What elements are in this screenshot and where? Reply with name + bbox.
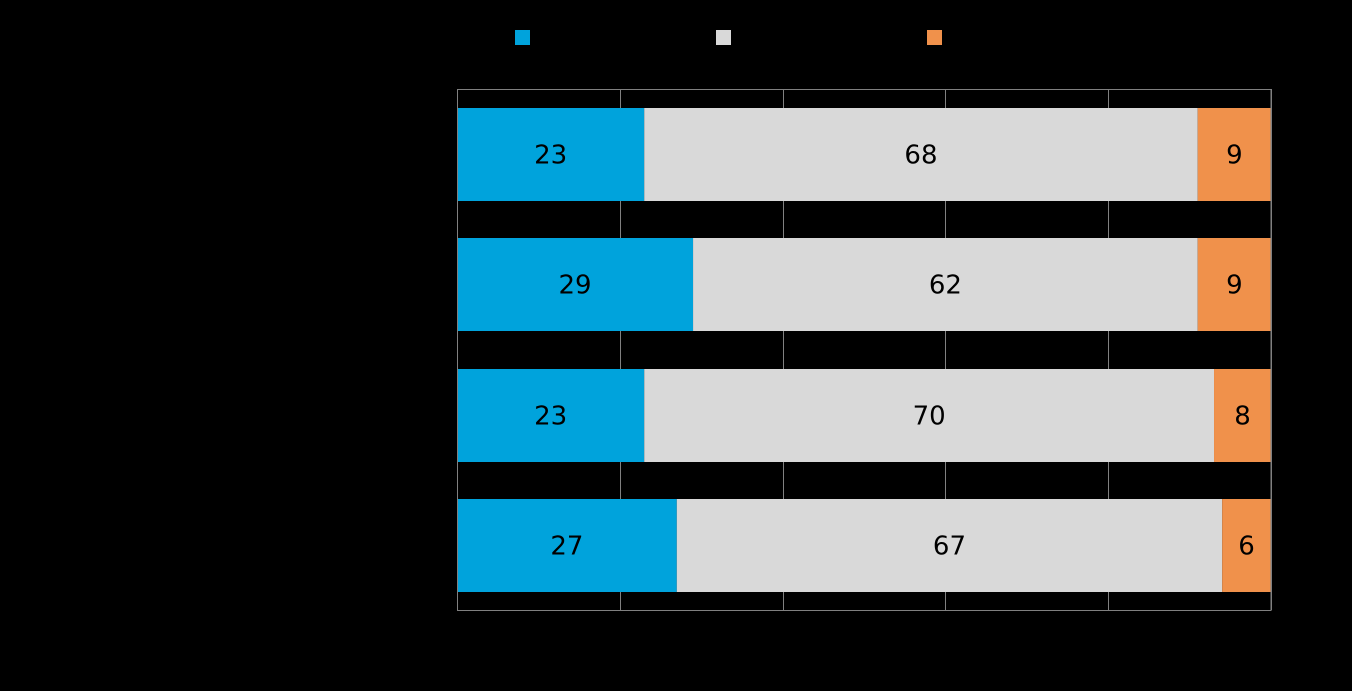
data-label-row4-series3: 6	[1238, 532, 1255, 562]
data-label-row2-series3: 9	[1226, 271, 1243, 301]
bar-row-2: 29 62 9	[457, 238, 1271, 331]
bar-segment-row2-series2	[693, 238, 1198, 331]
bar-segment-row1-series1	[457, 108, 645, 201]
data-label-row3-series3: 8	[1234, 402, 1251, 432]
bar-segment-row2-series3	[1197, 238, 1271, 331]
legend-item-3	[927, 30, 942, 45]
bar-row-1: 23 68 9	[457, 108, 1271, 201]
plot-frame	[457, 89, 1272, 611]
legend	[515, 30, 942, 45]
plot-border	[457, 89, 1272, 611]
bar-segment-row4-series1	[457, 499, 677, 592]
bar-segment-row3-series1	[457, 369, 645, 462]
data-label-row4-series1: 27	[550, 532, 583, 562]
bar-row-3: 23 70 8	[457, 369, 1271, 462]
bars: 23 68 9 29 62 9 23 70 8 27 67 6	[457, 108, 1271, 592]
data-label-row2-series2: 62	[929, 271, 962, 301]
legend-swatch-3	[927, 30, 942, 45]
data-label-row4-series2: 67	[933, 532, 966, 562]
bar-segment-row3-series2	[644, 369, 1215, 462]
data-label-row2-series1: 29	[558, 271, 591, 301]
data-label-row1-series1: 23	[534, 141, 567, 171]
bar-segment-row2-series1	[457, 238, 694, 331]
bar-segment-row3-series3	[1214, 369, 1271, 462]
bar-segment-row1-series2	[644, 108, 1198, 201]
bar-segment-row4-series2	[676, 499, 1223, 592]
bar-row-4: 27 67 6	[457, 499, 1271, 592]
bar-segment-row1-series3	[1197, 108, 1271, 201]
data-label-row1-series3: 9	[1226, 141, 1243, 171]
data-label-row3-series2: 70	[913, 402, 946, 432]
legend-swatch-1	[515, 30, 530, 45]
legend-item-2	[716, 30, 731, 45]
bar-segment-row4-series3	[1222, 499, 1271, 592]
data-label-row3-series1: 23	[534, 402, 567, 432]
data-label-row1-series2: 68	[904, 141, 937, 171]
legend-swatch-2	[716, 30, 731, 45]
legend-item-1	[515, 30, 530, 45]
